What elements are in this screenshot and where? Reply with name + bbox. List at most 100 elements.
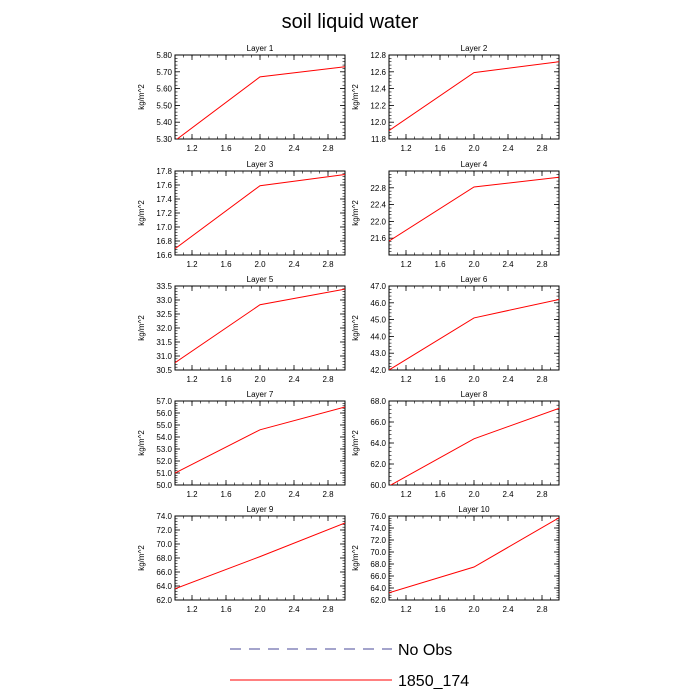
y-tick-label: 33.0	[156, 296, 172, 305]
x-tick-label: 2.4	[288, 375, 300, 384]
y-tick-label: 17.4	[156, 195, 172, 204]
series-line	[389, 298, 559, 370]
y-tick-label: 64.0	[370, 439, 386, 448]
y-tick-label: 16.6	[156, 251, 172, 260]
y-axis-label: kg/m^2	[351, 545, 360, 571]
y-tick-label: 54.0	[156, 433, 172, 442]
y-tick-label: 17.8	[156, 167, 172, 176]
x-tick-label: 1.6	[220, 375, 232, 384]
panel-title: Layer 4	[461, 160, 488, 169]
series-line	[176, 66, 345, 139]
x-tick-label: 1.6	[220, 144, 232, 153]
x-tick-label: 2.8	[536, 375, 548, 384]
panel-title: Layer 9	[247, 505, 274, 514]
panel-layer-9: Layer 9 kg/m^2 1.2 1.6 2.0 2.4 2.8 62.0 64.0 66.0…	[137, 505, 346, 614]
panel-grid: Layer 1 kg/m^2 1.2 1.6 2.0 2.4 2.8 5.30 5.40 5.50…	[137, 44, 560, 614]
y-tick-label: 45.0	[370, 316, 386, 325]
y-tick-label: 66.0	[156, 568, 172, 577]
x-tick-label: 2.4	[502, 260, 514, 269]
panel-title: Layer 1	[247, 44, 274, 53]
y-tick-label: 64.0	[156, 582, 172, 591]
x-tick-label: 1.6	[434, 375, 446, 384]
y-tick-label: 31.5	[156, 338, 172, 347]
x-tick-label: 1.6	[434, 144, 446, 153]
y-tick-label: 22.0	[370, 217, 386, 226]
x-tick-label: 2.8	[322, 144, 334, 153]
panel-layer-4: Layer 4 kg/m^2 1.2 1.6 2.0 2.4 2.8 21.6 22.0 22.4…	[351, 160, 560, 269]
y-tick-label: 52.0	[156, 457, 172, 466]
x-tick-label: 1.2	[400, 490, 412, 499]
x-tick-label: 2.0	[468, 375, 480, 384]
legend-entry: 1850_174	[230, 673, 469, 690]
x-tick-label: 1.6	[220, 605, 232, 614]
legend-entry: No Obs	[230, 642, 452, 659]
y-tick-label: 72.0	[370, 536, 386, 545]
series-line	[175, 174, 345, 250]
x-tick-label: 2.8	[536, 144, 548, 153]
y-tick-label: 68.0	[370, 560, 386, 569]
x-tick-label: 2.4	[288, 144, 300, 153]
x-tick-label: 2.8	[536, 605, 548, 614]
panel-title: Layer 5	[247, 275, 274, 284]
y-tick-label: 17.2	[156, 209, 172, 218]
y-tick-label: 47.0	[370, 282, 386, 291]
y-axis-label: kg/m^2	[351, 430, 360, 456]
y-tick-label: 42.0	[370, 366, 386, 375]
x-tick-label: 1.2	[186, 144, 198, 153]
plot-frame	[388, 515, 560, 601]
y-tick-label: 57.0	[156, 397, 172, 406]
y-tick-label: 66.0	[370, 418, 386, 427]
plot-frame	[174, 170, 346, 256]
y-tick-label: 17.0	[156, 223, 172, 232]
panel-title: Layer 3	[247, 160, 274, 169]
y-axis-label: kg/m^2	[137, 430, 146, 456]
y-tick-label: 12.0	[370, 118, 386, 127]
y-tick-label: 12.6	[370, 68, 386, 77]
x-tick-label: 2.0	[254, 605, 266, 614]
y-tick-label: 43.0	[370, 349, 386, 358]
x-tick-label: 2.8	[322, 260, 334, 269]
y-tick-label: 21.6	[370, 234, 386, 243]
panel-layer-5: Layer 5 kg/m^2 1.2 1.6 2.0 2.4 2.8 30.5 31.0 31.5…	[137, 275, 346, 384]
panel-title: Layer 7	[247, 390, 274, 399]
x-tick-label: 1.2	[186, 375, 198, 384]
y-tick-label: 16.8	[156, 237, 172, 246]
panel-layer-3: Layer 3 kg/m^2 1.2 1.6 2.0 2.4 2.8 16.6 16.8 17.0…	[137, 160, 346, 269]
x-tick-label: 2.8	[322, 490, 334, 499]
y-tick-label: 62.0	[370, 460, 386, 469]
x-tick-label: 1.2	[186, 490, 198, 499]
y-tick-label: 32.0	[156, 324, 172, 333]
x-tick-label: 2.4	[502, 144, 514, 153]
plot-frame	[174, 54, 346, 140]
y-axis-label: kg/m^2	[137, 200, 146, 226]
x-tick-label: 2.8	[536, 490, 548, 499]
plot-frame	[174, 285, 346, 371]
y-tick-label: 51.0	[156, 469, 172, 478]
y-axis-label: kg/m^2	[351, 200, 360, 226]
y-tick-label: 30.5	[156, 366, 172, 375]
plot-frame	[174, 515, 346, 601]
figure-title: soil liquid water	[282, 11, 419, 33]
x-tick-label: 2.0	[254, 260, 266, 269]
plot-frame	[388, 54, 560, 140]
y-tick-label: 22.8	[370, 184, 386, 193]
y-axis-label: kg/m^2	[351, 84, 360, 110]
y-tick-label: 70.0	[156, 540, 172, 549]
x-tick-label: 1.6	[220, 490, 232, 499]
series-line	[389, 407, 559, 485]
x-tick-label: 1.6	[434, 605, 446, 614]
x-tick-label: 2.4	[502, 605, 514, 614]
y-axis-label: kg/m^2	[137, 315, 146, 341]
y-tick-label: 5.80	[156, 51, 172, 60]
x-tick-label: 2.8	[536, 260, 548, 269]
y-tick-label: 50.0	[156, 481, 172, 490]
panel-layer-10: Layer 10 kg/m^2 1.2 1.6 2.0 2.4 2.8 62.0 64.0 66.…	[351, 505, 560, 614]
legend-label: No Obs	[398, 642, 452, 659]
y-tick-label: 33.5	[156, 282, 172, 291]
y-tick-label: 5.60	[156, 85, 172, 94]
y-tick-label: 74.0	[156, 512, 172, 521]
y-tick-label: 55.0	[156, 421, 172, 430]
y-tick-label: 56.0	[156, 409, 172, 418]
panel-title: Layer 10	[458, 505, 490, 514]
panel-title: Layer 6	[461, 275, 488, 284]
